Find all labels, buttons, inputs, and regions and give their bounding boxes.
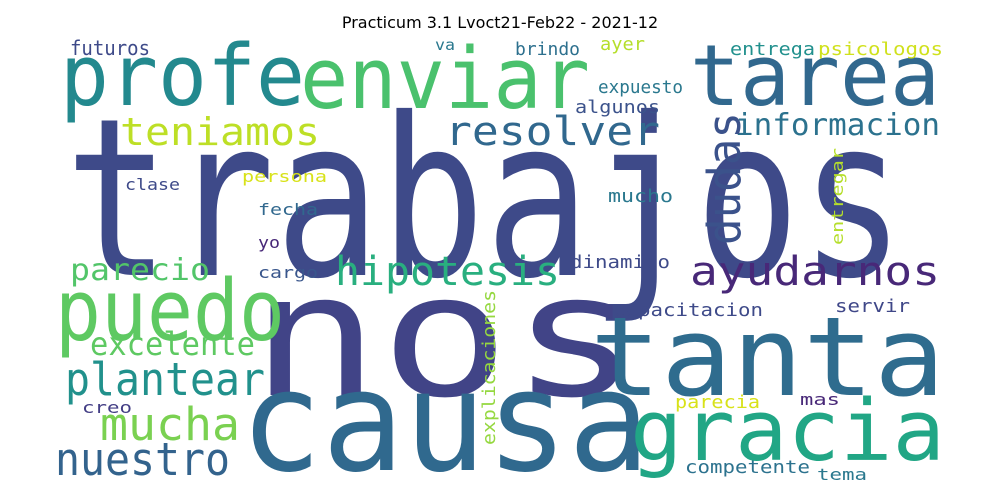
word: causa [240,341,650,500]
word: expuesto [598,77,683,98]
word: profe [60,27,305,126]
word: hipotesis [335,249,560,295]
word: dinamico [570,252,670,273]
word: informacion [735,108,940,143]
word: tema [817,465,867,484]
word: futuros [70,36,150,60]
word: tarea [690,27,940,126]
word: ayudarnos [690,249,940,295]
word: fecha [258,200,318,219]
word: entrega [730,39,815,60]
word: puedo [55,262,285,361]
word: explicaciones [479,290,500,445]
word: parecia [675,392,760,413]
title: Practicum 3.1 Lvoct21-Feb22 - 2021-12 [342,13,658,32]
word: nos [250,238,640,436]
word: mucho [608,186,673,207]
word: psicologos [818,39,943,60]
word: entregar [828,148,847,245]
word: persona [242,167,327,186]
word: servir [835,296,910,317]
word: trabajos [65,71,905,327]
word: parecio [70,253,210,288]
word: creo [82,398,132,417]
word: brindo [515,39,580,60]
word: excelente [90,325,255,363]
word: mucha [100,398,240,451]
word: capacitacion [613,300,763,321]
word: cargo [258,263,318,282]
word: clase [125,175,180,194]
word: yo [258,233,280,252]
word: va [435,36,455,54]
word: teniamos [120,110,320,154]
word: ayer [600,34,645,55]
word: plantear [65,353,265,406]
word: competente [685,457,810,478]
word: tanta [590,293,945,421]
word: gracia [630,382,945,481]
word: dudas [698,112,751,245]
word: enviar [300,30,590,129]
word: mas [800,390,840,409]
word: nuestro [55,433,230,486]
word: resolver [445,109,660,155]
word: algunos [575,97,660,118]
